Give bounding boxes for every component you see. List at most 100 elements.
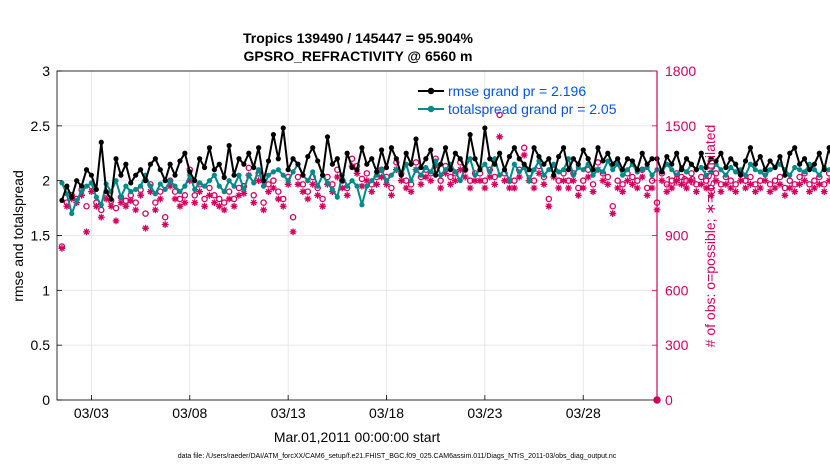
obs-possible-marker bbox=[181, 192, 189, 199]
rmse-point bbox=[118, 172, 124, 178]
rmse-point bbox=[664, 153, 670, 160]
obs-assimilated-marker bbox=[707, 191, 715, 199]
obs-assimilated-marker bbox=[751, 188, 759, 196]
obs-possible-marker bbox=[216, 195, 223, 203]
obs-possible-marker bbox=[98, 206, 105, 214]
obs-assimilated-marker bbox=[692, 188, 700, 196]
rmse-point bbox=[600, 158, 606, 164]
chart-subtitle: GPSRO_REFRACTIVITY @ 6560 m bbox=[244, 48, 473, 64]
rmse-point bbox=[442, 145, 449, 151]
obs-assimilated-marker bbox=[132, 206, 140, 214]
obs-assimilated-marker bbox=[358, 182, 366, 190]
rmse-point bbox=[669, 161, 675, 167]
rmse-point bbox=[177, 158, 183, 164]
rmse-point bbox=[147, 161, 154, 167]
totalspread-point bbox=[359, 202, 365, 208]
obs-assimilated-marker bbox=[147, 188, 154, 196]
obs-assimilated-marker bbox=[456, 166, 464, 174]
obs-assimilated-marker bbox=[83, 228, 90, 236]
totalspread-point bbox=[438, 172, 444, 178]
obs-assimilated-marker bbox=[176, 202, 184, 210]
obs-assimilated-marker bbox=[476, 177, 484, 185]
obs-assimilated-marker bbox=[471, 177, 479, 185]
rmse-point bbox=[801, 156, 808, 162]
obs-assimilated-marker bbox=[574, 191, 582, 199]
rmse-point bbox=[595, 145, 601, 151]
obs-assimilated-marker bbox=[363, 177, 371, 185]
obs-assimilated-marker bbox=[112, 217, 120, 225]
totalspread-point bbox=[344, 183, 350, 189]
totalspread-point bbox=[418, 172, 424, 178]
rmse-point bbox=[501, 167, 508, 173]
x-tick-label: 03/03 bbox=[74, 405, 109, 421]
obs-possible-marker bbox=[447, 173, 454, 181]
obs-assimilated-marker bbox=[629, 180, 636, 188]
totalspread-point bbox=[787, 172, 793, 178]
legend-rmse-marker bbox=[427, 87, 435, 95]
obs-assimilated-marker bbox=[255, 177, 263, 185]
obs-assimilated-marker bbox=[442, 169, 449, 177]
rmse-point bbox=[797, 161, 803, 167]
rmse-point bbox=[69, 194, 75, 200]
rmse-point bbox=[59, 197, 65, 204]
rmse-point bbox=[624, 156, 631, 162]
obs-assimilated-marker bbox=[196, 188, 204, 196]
obs-possible-marker bbox=[275, 188, 282, 195]
rmse-point bbox=[693, 167, 699, 173]
x-tick-label: 03/18 bbox=[369, 405, 404, 421]
x-tick-label: 03/23 bbox=[467, 405, 502, 421]
obs-possible-marker bbox=[412, 159, 420, 166]
y-left-tick-label: 2.5 bbox=[31, 118, 51, 134]
x-tick-label: 03/08 bbox=[172, 405, 207, 421]
rmse-point bbox=[364, 161, 370, 167]
obs-possible-marker bbox=[270, 177, 277, 184]
rmse-point bbox=[138, 167, 144, 173]
rmse-point bbox=[772, 164, 778, 171]
obs-assimilated-marker bbox=[166, 182, 174, 190]
y-right-tick-label: 600 bbox=[665, 282, 689, 298]
rmse-point bbox=[310, 145, 316, 151]
obs-assimilated-marker bbox=[481, 184, 489, 192]
rmse-point bbox=[683, 156, 690, 162]
rmse-point bbox=[541, 161, 547, 167]
obs-assimilated-marker bbox=[210, 199, 218, 206]
obs-assimilated-marker bbox=[299, 188, 307, 196]
y-axis-left-label: rmse and totalspread bbox=[10, 170, 26, 302]
rmse-point bbox=[374, 169, 380, 175]
obs-assimilated-marker bbox=[658, 177, 666, 185]
obs-assimilated-marker bbox=[220, 206, 228, 214]
obs-assimilated-marker bbox=[796, 180, 804, 188]
obs-possible-marker bbox=[201, 195, 208, 203]
obs-assimilated-marker bbox=[161, 221, 169, 228]
obs-assimilated-marker bbox=[117, 199, 125, 206]
obs-assimilated-marker bbox=[127, 197, 135, 205]
totalspread-point bbox=[236, 172, 242, 178]
totalspread-point bbox=[78, 189, 85, 195]
obs-assimilated-marker bbox=[825, 177, 830, 185]
rmse-point bbox=[575, 161, 581, 167]
totalspread-point bbox=[413, 167, 419, 173]
rmse-point bbox=[678, 167, 685, 173]
obs-assimilated-marker bbox=[815, 180, 823, 188]
rmse-point bbox=[192, 178, 198, 184]
rmse-point bbox=[511, 145, 517, 151]
rmse-point bbox=[98, 139, 104, 145]
totalspread-point bbox=[482, 161, 488, 167]
x-tick-label: 03/13 bbox=[271, 405, 306, 421]
obs-assimilated-marker bbox=[319, 202, 326, 210]
rmse-point bbox=[383, 164, 390, 171]
totalspread-point bbox=[211, 172, 217, 178]
obs-assimilated-marker bbox=[407, 188, 415, 196]
totalspread-point bbox=[177, 189, 183, 195]
obs-possible-marker bbox=[688, 170, 695, 177]
rmse-point bbox=[256, 145, 262, 151]
totalspread-point bbox=[487, 169, 493, 175]
x-axis-label: Mar.01,2011 00:00:00 start bbox=[274, 429, 440, 445]
totalspread-point bbox=[98, 202, 104, 208]
rmse-point bbox=[83, 167, 90, 173]
totalspread-point bbox=[816, 172, 822, 178]
obs-assimilated-marker bbox=[451, 177, 459, 185]
rmse-point bbox=[113, 156, 119, 162]
rmse-point bbox=[319, 172, 326, 178]
rmse-point bbox=[708, 156, 714, 162]
